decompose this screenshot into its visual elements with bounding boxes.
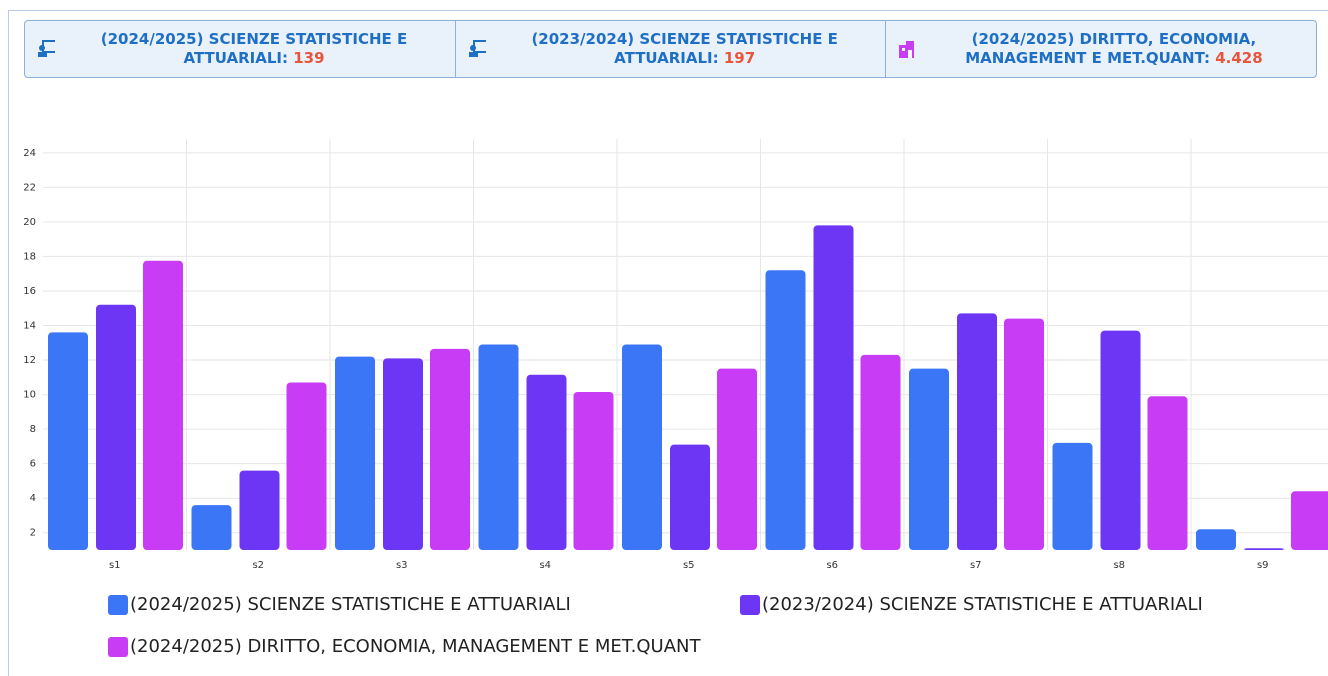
bar bbox=[383, 358, 423, 550]
bar bbox=[909, 368, 949, 550]
x-tick-label: s2 bbox=[252, 560, 264, 571]
y-tick-label: 18 bbox=[23, 251, 36, 262]
summary-cards: (2024/2025) SCIENZE STATISTICHE E ATTUAR… bbox=[24, 20, 1317, 78]
legend-swatch bbox=[740, 594, 760, 615]
card-value: 139 bbox=[293, 49, 325, 67]
bar bbox=[239, 470, 280, 550]
y-tick-label: 4 bbox=[30, 493, 36, 504]
bar bbox=[813, 225, 854, 550]
legend-item[interactable]: (2024/2025) SCIENZE STATISTICHE E ATTUAR… bbox=[108, 594, 571, 615]
card-title: (2024/2025) SCIENZE STATISTICHE E ATTUAR… bbox=[100, 30, 408, 67]
card: (2024/2025) SCIENZE STATISTICHE E ATTUAR… bbox=[25, 21, 456, 77]
bar bbox=[1052, 442, 1093, 550]
y-tick-label: 16 bbox=[23, 286, 36, 297]
card: (2023/2024) SCIENZE STATISTICHE E ATTUAR… bbox=[456, 21, 887, 77]
x-tick-label: s3 bbox=[396, 560, 408, 571]
card-title: (2023/2024) SCIENZE STATISTICHE E ATTUAR… bbox=[531, 30, 838, 67]
bar bbox=[335, 356, 375, 550]
icon bbox=[468, 40, 487, 57]
x-tick-label: s6 bbox=[826, 560, 838, 571]
panel bbox=[8, 10, 1328, 676]
legend-swatch bbox=[108, 594, 128, 615]
bar bbox=[670, 444, 710, 550]
bar bbox=[96, 304, 136, 550]
bar bbox=[478, 344, 519, 550]
bar bbox=[1004, 318, 1044, 550]
bar bbox=[1147, 396, 1188, 550]
bar bbox=[622, 344, 662, 550]
legend-item[interactable]: (2024/2025) DIRITTO, ECONOMIA, MANAGEMEN… bbox=[108, 636, 700, 657]
icon bbox=[38, 40, 56, 57]
legend-swatch bbox=[108, 636, 128, 657]
legend-label: (2023/2024) SCIENZE STATISTICHE E ATTUAR… bbox=[762, 594, 1203, 615]
bar bbox=[573, 391, 614, 550]
x-tick-label: s9 bbox=[1257, 560, 1269, 571]
card-text: (2024/2025) SCIENZE STATISTICHE E ATTUAR… bbox=[65, 30, 442, 68]
y-tick-label: 10 bbox=[23, 390, 36, 401]
card-title: (2024/2025) DIRITTO, ECONOMIA, MANAGEMEN… bbox=[965, 30, 1257, 67]
bar bbox=[717, 368, 757, 550]
x-tick-label: s7 bbox=[970, 560, 982, 571]
bar bbox=[765, 270, 806, 550]
y-tick-label: 24 bbox=[23, 148, 36, 159]
card-text: (2023/2024) SCIENZE STATISTICHE E ATTUAR… bbox=[496, 30, 873, 68]
card-value: 197 bbox=[723, 49, 756, 67]
bar bbox=[1291, 491, 1328, 550]
legend-label: (2024/2025) SCIENZE STATISTICHE E ATTUAR… bbox=[130, 594, 571, 615]
bar bbox=[860, 354, 901, 550]
y-tick-label: 12 bbox=[23, 355, 36, 366]
bar bbox=[1100, 330, 1141, 550]
x-tick-label: s5 bbox=[683, 560, 695, 571]
icon bbox=[899, 41, 914, 58]
x-tick-label: s8 bbox=[1113, 560, 1125, 571]
card-value: 4.428 bbox=[1215, 49, 1263, 67]
x-tick-label: s1 bbox=[109, 560, 121, 571]
legend-item[interactable]: (2023/2024) SCIENZE STATISTICHE E ATTUAR… bbox=[740, 594, 1203, 615]
y-tick-label: 6 bbox=[30, 459, 36, 470]
legend-label: (2024/2025) DIRITTO, ECONOMIA, MANAGEMEN… bbox=[130, 636, 701, 657]
y-tick-label: 14 bbox=[23, 321, 36, 332]
bar bbox=[957, 313, 997, 550]
y-tick-label: 20 bbox=[23, 217, 36, 228]
bar bbox=[526, 374, 567, 550]
y-tick-label: 8 bbox=[30, 424, 36, 435]
x-tick-label: s4 bbox=[539, 560, 551, 571]
bar bbox=[430, 348, 470, 550]
bar bbox=[143, 260, 183, 550]
y-tick-label: 22 bbox=[23, 182, 36, 193]
card: (2024/2025) DIRITTO, ECONOMIA, MANAGEMEN… bbox=[886, 21, 1316, 77]
bar bbox=[286, 382, 327, 550]
card-text: (2024/2025) DIRITTO, ECONOMIA, MANAGEMEN… bbox=[924, 30, 1304, 68]
bar bbox=[1244, 548, 1284, 550]
bar bbox=[191, 505, 232, 550]
bar bbox=[48, 332, 88, 550]
bar bbox=[1196, 529, 1236, 550]
y-tick-label: 2 bbox=[30, 528, 36, 539]
